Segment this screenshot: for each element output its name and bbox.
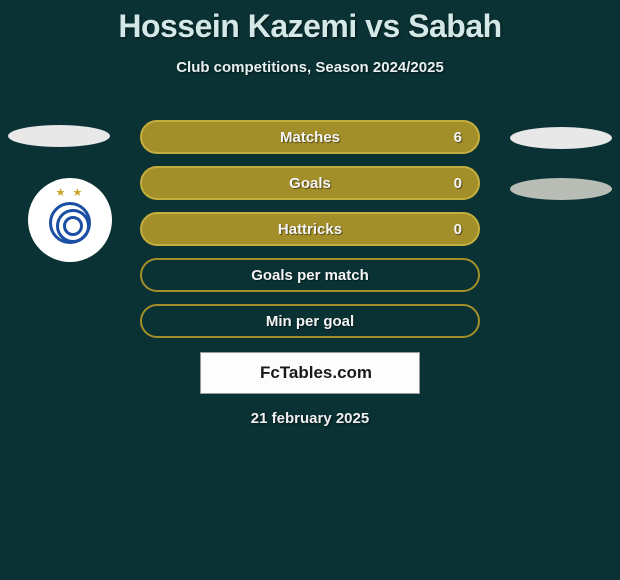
stat-row-hattricks: Hattricks 0: [140, 212, 480, 246]
right-avatar-placeholder-2: [510, 178, 612, 200]
stat-row-matches: Matches 6: [140, 120, 480, 154]
badge-stars-icon: ★ ★: [56, 186, 85, 199]
stat-row-goals: Goals 0: [140, 166, 480, 200]
stat-label: Goals: [289, 175, 331, 192]
stat-label: Hattricks: [278, 221, 342, 238]
stat-row-goals-per-match: Goals per match: [140, 258, 480, 292]
stat-value: 0: [454, 175, 462, 192]
stat-value: 0: [454, 221, 462, 238]
left-avatar-placeholder: [8, 125, 110, 147]
subtitle: Club competitions, Season 2024/2025: [0, 59, 620, 76]
brand-text: FcTables.com: [260, 363, 372, 383]
stat-value: 6: [454, 129, 462, 146]
brand-chart-icon: [248, 365, 256, 381]
badge-rings-icon: [49, 202, 91, 244]
page-title: Hossein Kazemi vs Sabah: [0, 0, 620, 45]
stat-row-min-per-goal: Min per goal: [140, 304, 480, 338]
brand-watermark: FcTables.com: [200, 352, 420, 394]
right-avatar-placeholder-1: [510, 127, 612, 149]
club-badge: ★ ★: [28, 178, 112, 262]
date-label: 21 february 2025: [0, 410, 620, 427]
stat-label: Min per goal: [266, 313, 354, 330]
stats-container: Matches 6 Goals 0 Hattricks 0 Goals per …: [140, 120, 480, 350]
stat-label: Goals per match: [251, 267, 369, 284]
stat-label: Matches: [280, 129, 340, 146]
